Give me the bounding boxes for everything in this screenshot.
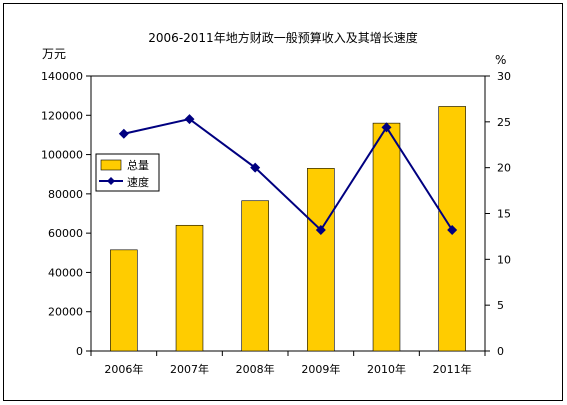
bar-total [372, 122, 401, 352]
right-axis-unit: % [495, 53, 506, 67]
right-axis-tick-label: 10 [497, 253, 511, 266]
point-speed [381, 122, 392, 133]
right-axis-tick-label: 0 [497, 345, 504, 358]
point-speed [250, 162, 261, 173]
left-axis-tick-label: 60000 [48, 227, 83, 240]
line-speed [123, 118, 454, 232]
left-axis-tick-label: 120000 [41, 109, 83, 122]
left-axis-unit: 万元 [42, 47, 66, 61]
bar-total [175, 224, 204, 352]
left-axis-tick-label: 40000 [48, 266, 83, 279]
chart-frame [3, 3, 563, 401]
right-axis-tick-label: 15 [497, 208, 511, 221]
right-axis-tick-label: 30 [497, 70, 511, 83]
point-speed [184, 114, 195, 125]
left-axis-tick-label: 20000 [48, 306, 83, 319]
plot-area: 0 20000 40000 60000 80000 100000 120000 140000 0… [41, 70, 511, 376]
legend-marker-speed [107, 177, 115, 185]
left-axis-tick-label: 80000 [48, 188, 83, 201]
x-axis-tick-label: 2011年 [433, 362, 472, 376]
left-axis-tick-label: 0 [76, 345, 83, 358]
right-axis-tick-label: 20 [497, 162, 511, 175]
right-axis-tick-label: 5 [497, 299, 504, 312]
x-axis-tick-label: 2007年 [170, 362, 209, 376]
x-axis-tick-label: 2009年 [301, 362, 340, 376]
chart-title: 2006-2011年地方财政一般预算收入及其增长速度 [148, 30, 417, 45]
bar-total [110, 249, 138, 352]
x-axis-tick-label: 2010年 [367, 362, 406, 376]
x-axis-tick-label: 2006年 [104, 362, 143, 376]
point-speed [118, 128, 129, 139]
bar-total [241, 200, 269, 352]
legend-swatch-total [100, 159, 122, 171]
point-speed [315, 225, 326, 235]
right-axis-tick-label: 25 [497, 116, 511, 129]
left-axis-tick-label: 140000 [41, 70, 83, 83]
x-axis-tick-label: 2008年 [236, 362, 275, 376]
legend-label-speed: 速度 [127, 175, 149, 189]
point-speed [447, 225, 458, 235]
left-axis-tick-label: 100000 [41, 149, 83, 162]
legend-label-total: 总量 [127, 158, 149, 172]
bar-total [307, 168, 335, 352]
